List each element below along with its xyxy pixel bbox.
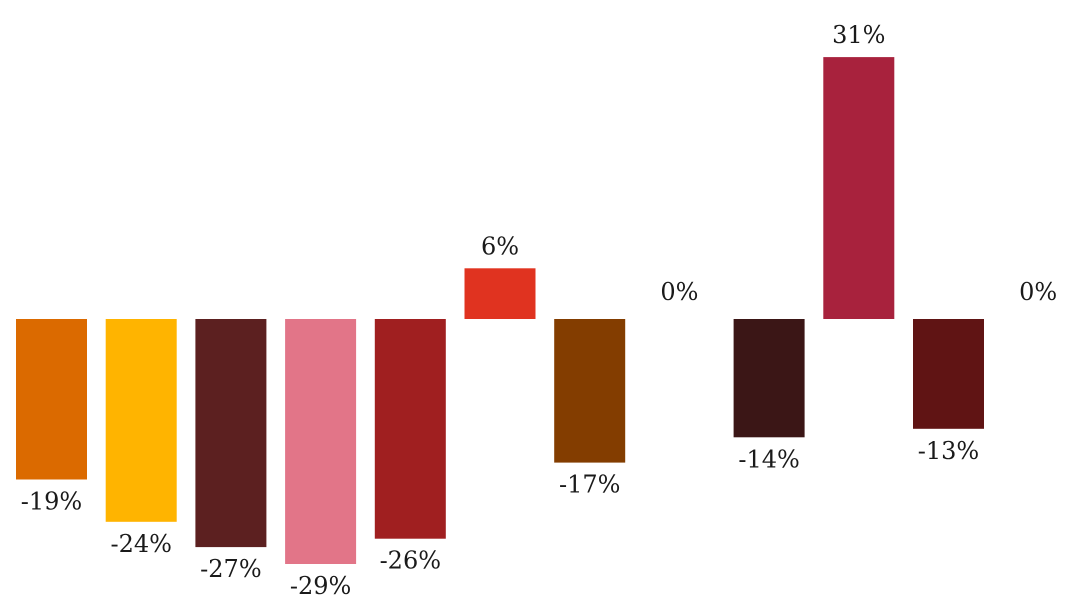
bar-2 (105, 319, 177, 522)
bar-10 (823, 57, 895, 319)
bars-group (16, 57, 984, 564)
bar-9 (733, 319, 805, 438)
bar-label-6: 6% (481, 232, 519, 260)
bar-1 (16, 319, 87, 480)
bar-label-7: -17% (559, 471, 620, 499)
bar-label-11: -13% (918, 437, 979, 465)
bar-label-2: -24% (110, 530, 171, 558)
bar-4 (285, 319, 357, 564)
bar-11 (913, 319, 984, 429)
bar-label-4: -29% (290, 572, 351, 600)
bar-6 (464, 268, 536, 319)
bar-3 (195, 319, 267, 548)
bar-label-3: -27% (200, 555, 261, 583)
bar-label-1: -19% (21, 488, 82, 516)
bar-label-5: -26% (380, 547, 441, 575)
bar-5 (374, 319, 446, 539)
bar-7 (554, 319, 626, 463)
bar-label-8: 0% (660, 278, 698, 306)
bar-label-10: 31% (832, 21, 885, 49)
labels-group: -19% -24% -27% -29% -26% 6% -17% 0% -14% 31% -13% 0… (21, 21, 1057, 600)
bar-label-12: 0% (1019, 278, 1057, 306)
bar-label-9: -14% (738, 445, 799, 473)
